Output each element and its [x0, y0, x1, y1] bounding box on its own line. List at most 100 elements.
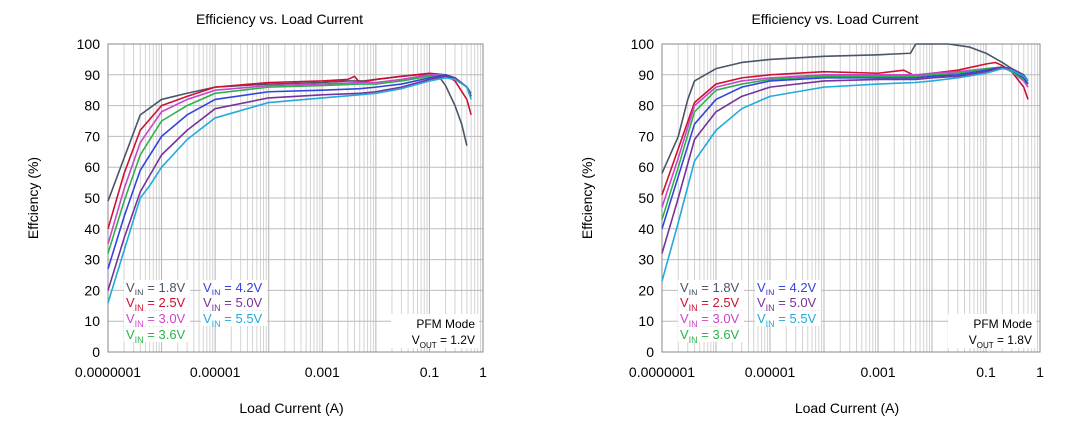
- legend-value: = 1.8V: [698, 280, 740, 295]
- vout-sub: OUT: [420, 341, 437, 350]
- legend-sub: IN: [135, 288, 144, 298]
- legend-v: V: [680, 311, 689, 326]
- legend-v: V: [680, 295, 689, 310]
- vout-value: = 1.8V: [994, 333, 1032, 347]
- legend-item-vin-3-0v: VIN = 3.0V: [680, 311, 740, 329]
- y-tick-label: 10: [84, 313, 100, 329]
- annotation-bg: [391, 314, 479, 348]
- legend-bg: [124, 311, 190, 326]
- mode-label: PFM Mode: [973, 317, 1032, 331]
- y-axis-label: Effciency (%): [25, 157, 41, 239]
- legend-v: V: [203, 295, 212, 310]
- y-tick-label: 80: [84, 98, 100, 114]
- legend-item-vin-1-8v: VIN = 1.8V: [680, 280, 740, 298]
- legend-sub: IN: [212, 303, 221, 313]
- legend-item-vin-3-6v: VIN = 3.6V: [680, 327, 740, 345]
- y-tick-label: 90: [84, 67, 100, 83]
- vout-value: = 1.2V: [437, 333, 475, 347]
- legend-sub: IN: [135, 303, 144, 313]
- y-tick-label: 0: [92, 344, 100, 360]
- mode-annotation: PFM Mode VOUT = 1.2V: [391, 314, 479, 350]
- legend-value: = 4.2V: [221, 280, 263, 295]
- y-tick-label: 60: [638, 159, 654, 175]
- legend-v: V: [126, 280, 135, 295]
- legend-item-vin-3-6v: VIN = 3.6V: [126, 327, 186, 345]
- y-tick-label: 90: [638, 67, 654, 83]
- legend-v: V: [203, 280, 212, 295]
- series-line-vin-5-5v: [107, 77, 472, 303]
- legend-item-vin-1-8v: VIN = 1.8V: [126, 280, 186, 298]
- x-axis-label: Load Current (A): [795, 400, 899, 416]
- legend-v: V: [126, 295, 135, 310]
- legend-v: V: [757, 295, 766, 310]
- series-group: [107, 72, 472, 303]
- legend-sub: IN: [212, 319, 221, 329]
- mode-label: PFM Mode: [416, 317, 475, 331]
- legend-v: V: [203, 311, 212, 326]
- y-tick-label: 20: [84, 282, 100, 298]
- legend-bg: [124, 327, 190, 342]
- legend-v: V: [126, 311, 135, 326]
- legend-v: V: [680, 280, 689, 295]
- legend-v: V: [757, 311, 766, 326]
- vout-prefix: V: [969, 333, 977, 347]
- y-tick-label: 10: [638, 313, 654, 329]
- y-tick-label: 100: [631, 36, 655, 52]
- legend-bg: [755, 311, 821, 326]
- legend-value: = 3.6V: [144, 327, 186, 342]
- series-line-vin-1-8v: [661, 43, 1029, 174]
- chart-left: 0 10 20 30 40 50 60 70 80 90 100 0.0000001 0.00001 0.…: [25, 11, 487, 416]
- legend-sub: IN: [689, 335, 698, 345]
- y-tick-label: 100: [77, 36, 101, 52]
- legend-v: V: [680, 327, 689, 342]
- legend-bg: [124, 295, 190, 310]
- legend-value: = 5.0V: [775, 295, 817, 310]
- y-tick-label: 30: [84, 252, 100, 268]
- series-group: [661, 43, 1029, 282]
- legend-bg: [201, 295, 267, 310]
- y-tick-label: 70: [638, 128, 654, 144]
- x-tick-label: 0.001: [860, 364, 895, 380]
- legend-value: = 5.5V: [775, 311, 817, 326]
- legend-bg: [755, 280, 821, 295]
- chart-title: Efficiency vs. Load Current: [196, 11, 363, 27]
- x-tick-label: 0.00001: [190, 364, 241, 380]
- legend-bg: [678, 311, 744, 326]
- x-tick-label: 1: [479, 364, 487, 380]
- y-tick-label: 50: [638, 190, 654, 206]
- y-axis-label: Effciency (%): [579, 157, 595, 239]
- chart-right: 0 10 20 30 40 50 60 70 80 90 100 0.0000001 0.00001 0.…: [579, 11, 1044, 416]
- y-tick-label: 70: [84, 128, 100, 144]
- legend-item-vin-5-5v: VIN = 5.5V: [203, 311, 263, 329]
- chart-title: Efficiency vs. Load Current: [751, 11, 918, 27]
- legend-sub: IN: [766, 303, 775, 313]
- series-line-vin-5-0v: [661, 66, 1029, 254]
- legend-item-vin-3-0v: VIN = 3.0V: [126, 311, 186, 329]
- x-tick-label: 0.0000001: [75, 364, 141, 380]
- y-tick-label: 80: [638, 98, 654, 114]
- y-tick-label: 40: [638, 221, 654, 237]
- vout-sub: OUT: [977, 341, 994, 350]
- legend-sub: IN: [689, 303, 698, 313]
- mode-annotation: PFM Mode VOUT = 1.8V: [948, 314, 1036, 350]
- legend-value: = 3.0V: [144, 311, 186, 326]
- legend-value: = 5.0V: [221, 295, 263, 310]
- legend-bg: [201, 311, 267, 326]
- legend-bg: [678, 327, 744, 342]
- y-tick-label: 50: [84, 190, 100, 206]
- legend-item-vin-5-0v: VIN = 5.0V: [757, 295, 817, 313]
- legend-item-vin-2-5v: VIN = 2.5V: [680, 295, 740, 313]
- x-axis-label: Load Current (A): [239, 400, 343, 416]
- x-tick-label: 0.1: [420, 364, 440, 380]
- y-tick-label: 40: [84, 221, 100, 237]
- series-line-vin-5-5v: [661, 67, 1029, 282]
- x-tick-label: 0.1: [976, 364, 996, 380]
- y-tick-label: 60: [84, 159, 100, 175]
- legend-sub: IN: [766, 288, 775, 298]
- vout-label: VOUT = 1.2V: [412, 333, 475, 350]
- x-tick-label: 0.0000001: [629, 364, 695, 380]
- legend-value: = 4.2V: [775, 280, 817, 295]
